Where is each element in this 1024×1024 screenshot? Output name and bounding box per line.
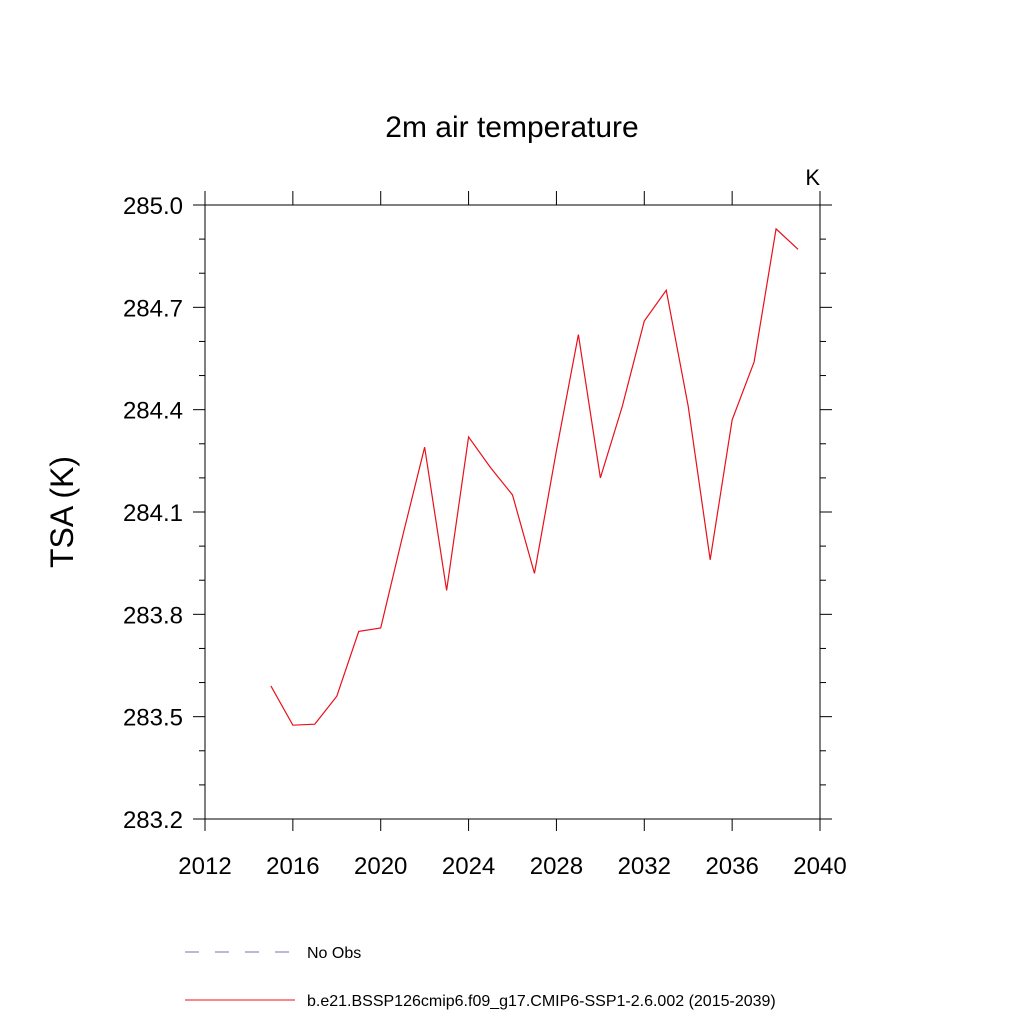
x-tick-label: 2036 [705,853,758,880]
y-tick-label: 284.1 [123,500,183,527]
y-tick-label: 283.5 [123,705,183,732]
plot-frame [204,204,821,820]
x-axis: 2012 2016 2020 2024 2028 2032 2036 2040 [178,191,847,880]
legend: No Obs b.e21.BSSP126cmip6.f09_g17.CMIP6-S… [185,945,776,1010]
legend-label-1: b.e21.BSSP126cmip6.f09_g17.CMIP6-SSP1-2.… [307,993,776,1010]
x-tick-label: 2016 [266,853,319,880]
series-layer [270,227,799,726]
series-line-1 [270,227,799,726]
x-tick-label: 2020 [354,853,407,880]
x-tick-label: 2028 [530,853,583,880]
y-tick-label: 283.8 [123,602,183,629]
y-axis: 283.2 283.5 283.8 284.1 284.4 284.7 285.0 [123,193,832,834]
y-axis-label: TSA (K) [44,456,80,568]
x-tick-label: 2040 [793,853,846,880]
y-tick-label: 285.0 [123,193,183,220]
y-tick-label: 283.2 [123,807,183,834]
y-tick-label: 284.7 [123,295,183,322]
x-tick-label: 2024 [442,853,495,880]
y-tick-label: 284.4 [123,398,183,425]
x-tick-label: 2012 [178,853,231,880]
x-tick-label: 2032 [618,853,671,880]
units-label: K [805,165,820,190]
legend-label-0: No Obs [307,945,361,962]
chart-title: 2m air temperature [385,111,638,144]
